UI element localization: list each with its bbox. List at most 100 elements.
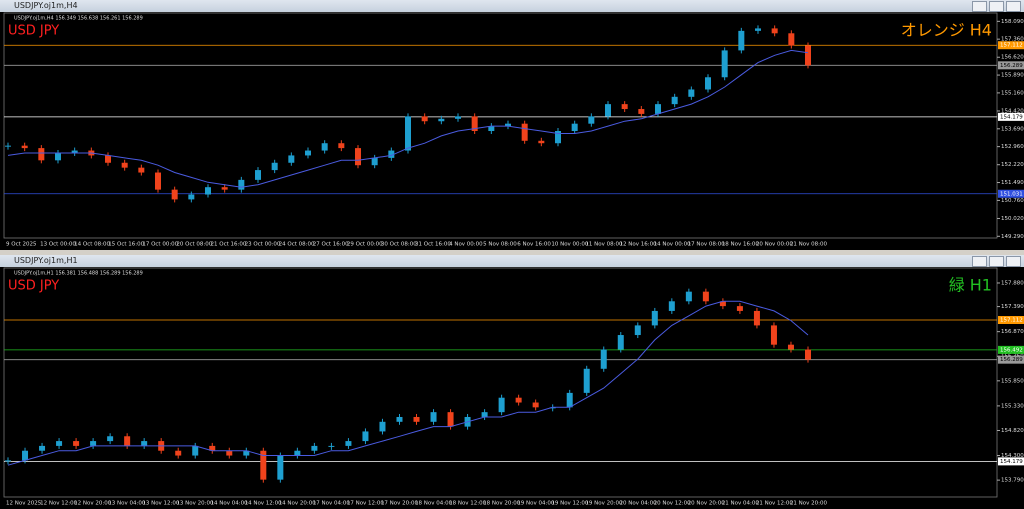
- chart: USDJPY.oj1m,H4 156.349 156.638 156.261 1…: [3, 12, 1024, 248]
- candle: [600, 349, 607, 369]
- candle: [107, 436, 114, 442]
- candle: [702, 291, 709, 302]
- x-tick-label: 12 Nov 12:00: [40, 501, 78, 507]
- y-tick-label: 157.390: [1001, 304, 1024, 310]
- candle: [621, 104, 628, 110]
- candle: [634, 325, 641, 336]
- x-tick-label: 14 Oct 08:00: [74, 242, 110, 248]
- x-tick-label: 20 Nov 20:00: [688, 501, 726, 507]
- y-tick-label: 155.330: [1001, 403, 1024, 409]
- candle: [345, 441, 352, 446]
- x-tick-label: 18 Nov 16:00: [722, 242, 760, 248]
- candle: [5, 460, 11, 462]
- candle: [205, 187, 211, 195]
- chart-window: USDJPY.oj1m,H4 USDJPY.oj1m,H4 156.349 15…: [0, 0, 1024, 250]
- x-tick-label: 9 Oct 2025: [6, 242, 37, 248]
- x-tick-label: 13 Nov 20:00: [176, 501, 214, 507]
- level-tag: [998, 61, 1024, 70]
- x-tick-label: 14 Nov 20:00: [279, 501, 317, 507]
- x-tick-label: 12 Nov 2025: [6, 501, 42, 507]
- candle: [549, 407, 556, 409]
- candle: [505, 123, 511, 127]
- candle: [736, 306, 743, 311]
- x-tick-label: 20 Nov 00:00: [756, 242, 794, 248]
- candle: [498, 397, 505, 413]
- minimize[interactable]: [972, 256, 987, 267]
- candle: [321, 143, 328, 151]
- x-tick-label: 13 Nov 04:00: [108, 501, 146, 507]
- candle: [421, 116, 428, 122]
- moving-average: [7, 49, 809, 188]
- level-tag: [998, 41, 1024, 50]
- title-bar: USDJPY.oj1m,H4: [0, 0, 1024, 12]
- candle: [238, 179, 245, 190]
- candle: [538, 140, 545, 144]
- candle: [405, 116, 411, 151]
- minimize[interactable]: [972, 1, 987, 12]
- candle: [362, 431, 369, 442]
- maximize[interactable]: [989, 256, 1004, 267]
- candle: [471, 116, 478, 132]
- candle: [90, 441, 97, 446]
- chart-tag: 緑 H1: [949, 276, 992, 295]
- candle: [583, 368, 590, 393]
- close[interactable]: [1006, 1, 1021, 12]
- candle: [22, 450, 29, 461]
- candle: [521, 123, 528, 141]
- candle: [771, 28, 778, 34]
- candle: [311, 445, 318, 451]
- candle: [379, 421, 386, 432]
- candle: [651, 310, 658, 326]
- candle: [155, 172, 161, 190]
- level-label: 156.289: [1000, 357, 1023, 363]
- candle: [430, 412, 437, 422]
- candle: [396, 416, 403, 422]
- candle: [566, 392, 573, 408]
- candle: [721, 50, 728, 78]
- candle: [787, 344, 794, 350]
- x-tick-label: 4 Nov 00:00: [449, 242, 483, 248]
- x-tick-label: 18 Nov 12:00: [449, 501, 487, 507]
- maximize[interactable]: [989, 1, 1004, 12]
- x-tick-label: 17 Nov 04:00: [313, 501, 351, 507]
- x-tick-label: 14 Nov 00:00: [654, 242, 692, 248]
- candle: [105, 155, 111, 163]
- level-label: 154.179: [1000, 114, 1023, 120]
- level-label: 156.289: [1000, 63, 1023, 69]
- y-tick-label: 156.870: [1001, 329, 1024, 335]
- candle: [255, 170, 261, 180]
- close[interactable]: [1006, 256, 1021, 267]
- candle: [121, 162, 128, 168]
- x-tick-label: 21 Nov 08:00: [790, 242, 828, 248]
- y-tick-label: 153.790: [1001, 478, 1024, 484]
- candle: [753, 310, 760, 326]
- candle: [671, 96, 678, 105]
- title-bar: USDJPY.oj1m,H1: [0, 255, 1024, 267]
- x-tick-label: 11 Nov 08:00: [585, 242, 623, 248]
- candle: [192, 445, 199, 456]
- x-tick-label: 21 Nov 04:00: [722, 501, 760, 507]
- candle: [705, 77, 711, 90]
- x-tick-label: 17 Nov 08:00: [688, 242, 726, 248]
- candle: [571, 123, 578, 132]
- x-tick-label: 19 Nov 12:00: [551, 501, 589, 507]
- x-tick-label: 21 Nov 20:00: [790, 501, 828, 507]
- x-tick-label: 19 Nov 04:00: [517, 501, 555, 507]
- candle: [221, 187, 228, 190]
- x-tick-label: 20 Nov 12:00: [654, 501, 692, 507]
- candle: [188, 194, 195, 200]
- candle: [260, 450, 267, 480]
- y-tick-label: 150.760: [1001, 198, 1024, 204]
- x-tick-label: 24 Oct 08:00: [279, 242, 315, 248]
- chart-tag: オレンジ H4: [901, 21, 992, 40]
- x-tick-label: 29 Oct 00:00: [347, 242, 383, 248]
- symbol-label: USD JPY: [8, 24, 59, 39]
- level-tag: [998, 315, 1024, 324]
- candle: [532, 402, 539, 408]
- y-tick-label: 157.360: [1001, 37, 1024, 43]
- y-tick-label: 154.820: [1001, 428, 1024, 434]
- y-tick-label: 152.220: [1001, 162, 1024, 168]
- x-tick-label: 17 Oct 00:00: [142, 242, 178, 248]
- x-tick-label: 5 Nov 08:00: [483, 242, 517, 248]
- candle: [688, 89, 695, 97]
